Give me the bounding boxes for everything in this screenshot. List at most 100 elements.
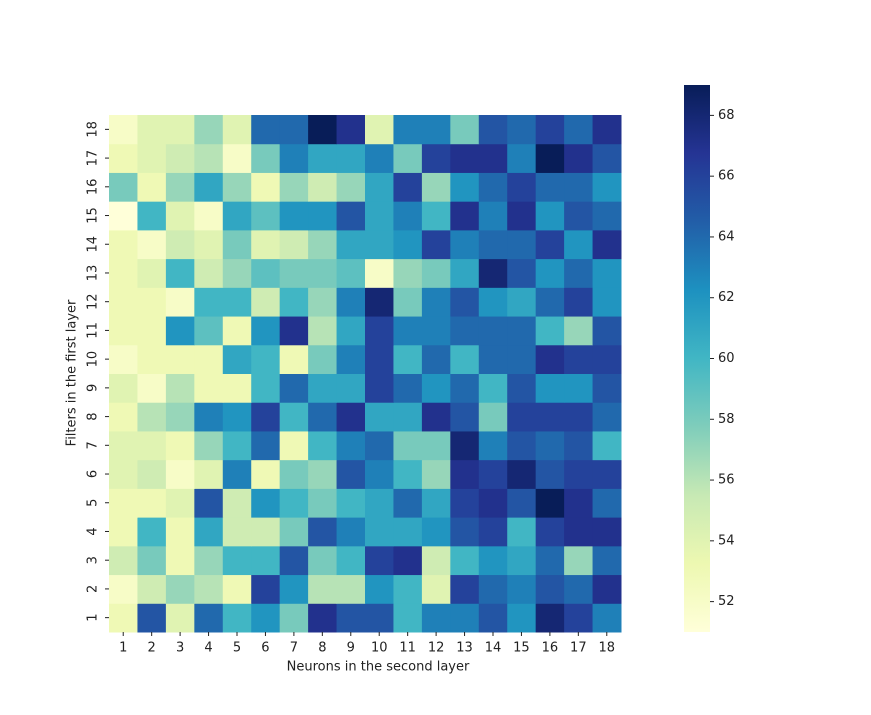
- heatmap-cell: [194, 373, 224, 403]
- heatmap-cell: [535, 229, 565, 260]
- heatmap-cell: [165, 287, 195, 317]
- heatmap-cell: [222, 574, 252, 604]
- heatmap-cell: [592, 603, 622, 633]
- heatmap-cell: [421, 430, 451, 461]
- heatmap-cell: [222, 172, 252, 202]
- heatmap-cell: [279, 430, 309, 461]
- heatmap-cell: [165, 430, 195, 461]
- heatmap-cell: [507, 488, 537, 518]
- heatmap-cell: [478, 143, 508, 173]
- x-tick-label: 14: [485, 641, 502, 656]
- heatmap-cell: [564, 344, 594, 374]
- y-tick-label: 6: [86, 470, 101, 478]
- heatmap-cell: [478, 517, 508, 547]
- heatmap-cell: [137, 402, 167, 432]
- heatmap-cell: [137, 430, 167, 461]
- heatmap-cell: [222, 430, 252, 461]
- heatmap-cell: [421, 172, 451, 202]
- heatmap-cell: [165, 603, 195, 633]
- y-tick-label: 10: [86, 351, 101, 368]
- heatmap-cell: [365, 287, 394, 317]
- heatmap-cell: [365, 258, 394, 288]
- heatmap-cell: [564, 402, 594, 432]
- heatmap-cell: [393, 488, 423, 518]
- heatmap-cell: [165, 143, 195, 173]
- heatmap-cell: [365, 459, 394, 489]
- heatmap-cell: [421, 373, 451, 403]
- heatmap-cell: [450, 316, 480, 346]
- heatmap-cell: [251, 488, 281, 518]
- heatmap-cell: [222, 517, 252, 547]
- heatmap-cell: [279, 373, 309, 403]
- heatmap-cell: [308, 574, 338, 604]
- heatmap-cell: [365, 201, 394, 231]
- heatmap-cell: [109, 201, 138, 231]
- x-tick-label: 10: [371, 641, 388, 656]
- heatmap-cell: [507, 316, 537, 346]
- heatmap-cell: [222, 143, 252, 173]
- heatmap-cell: [336, 459, 366, 489]
- heatmap-cell: [109, 143, 138, 173]
- heatmap-cell: [222, 603, 252, 633]
- heatmap-cell: [336, 488, 366, 518]
- heatmap-cell: [478, 344, 508, 374]
- x-tick-label: 8: [318, 641, 326, 656]
- heatmap-cell: [308, 488, 338, 518]
- heatmap-cell: [336, 430, 366, 461]
- heatmap-cell: [592, 574, 622, 604]
- heatmap-cell: [478, 229, 508, 260]
- heatmap-cell: [251, 603, 281, 633]
- heatmap-cell: [137, 603, 167, 633]
- heatmap-cell: [393, 229, 423, 260]
- heatmap-cell: [308, 430, 338, 461]
- heatmap-cell: [109, 430, 138, 461]
- heatmap-cell: [592, 373, 622, 403]
- heatmap-cell: [109, 574, 138, 604]
- heatmap-cell: [507, 430, 537, 461]
- heatmap-cell: [450, 459, 480, 489]
- heatmap-cell: [336, 143, 366, 173]
- heatmap-cell: [251, 229, 281, 260]
- y-tick-label: 5: [86, 499, 101, 507]
- heatmap-cell: [137, 574, 167, 604]
- heatmap-cell: [109, 287, 138, 317]
- heatmap-cell: [450, 258, 480, 288]
- x-tick-label: 18: [599, 641, 616, 656]
- heatmap-cell: [194, 316, 224, 346]
- heatmap-cell: [308, 373, 338, 403]
- heatmap-cell: [165, 115, 195, 145]
- heatmap-cell: [535, 258, 565, 288]
- colorbar-tick-label: 60: [718, 351, 735, 366]
- heatmap-cell: [393, 603, 423, 633]
- heatmap-cell: [450, 143, 480, 173]
- heatmap-cell: [222, 459, 252, 489]
- heatmap-cell: [421, 517, 451, 547]
- heatmap-cell: [421, 488, 451, 518]
- y-tick-label: 14: [86, 236, 101, 253]
- heatmap-cell: [308, 115, 338, 145]
- heatmap-cell: [109, 488, 138, 518]
- heatmap-cell: [279, 344, 309, 374]
- x-tick-label: 6: [261, 641, 269, 656]
- heatmap-cell: [336, 115, 366, 145]
- heatmap-cell: [109, 316, 138, 346]
- heatmap-cell: [478, 459, 508, 489]
- y-tick-label: 9: [86, 384, 101, 392]
- colorbar-tick-label: 66: [718, 169, 735, 184]
- heatmap-cell: [393, 574, 423, 604]
- heatmap-cell: [365, 316, 394, 346]
- heatmap-cell: [592, 201, 622, 231]
- heatmap-cell: [592, 287, 622, 317]
- heatmap-cell: [393, 545, 423, 576]
- heatmap-cell: [393, 287, 423, 317]
- heatmap-cell: [365, 373, 394, 403]
- heatmap-cell: [308, 287, 338, 317]
- x-tick-label: 3: [176, 641, 184, 656]
- y-tick-label: 13: [86, 265, 101, 282]
- x-tick-label: 2: [148, 641, 156, 656]
- heatmap-cell: [251, 172, 281, 202]
- heatmap-cell: [592, 459, 622, 489]
- heatmap-cell: [365, 430, 394, 461]
- heatmap-cell: [564, 143, 594, 173]
- heatmap-cell: [507, 373, 537, 403]
